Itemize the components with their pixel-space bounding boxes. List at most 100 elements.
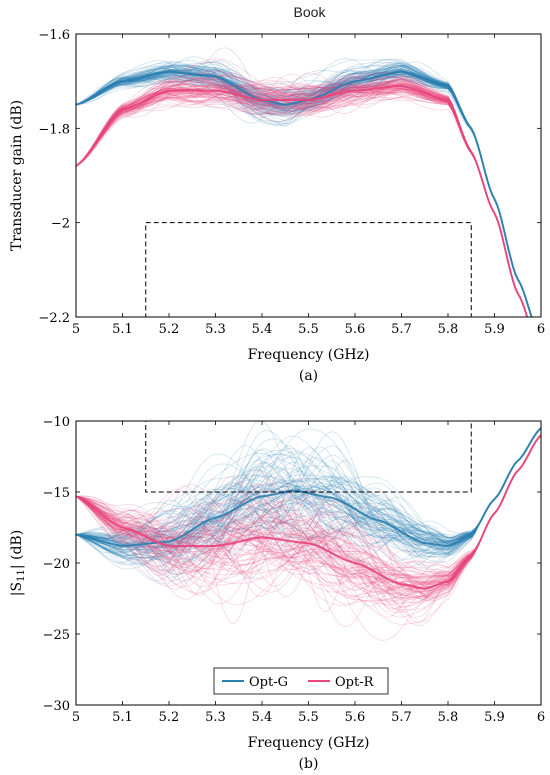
y-axis-label: Transducer gain (dB) <box>9 100 25 251</box>
series-opt-r-curve <box>76 434 541 598</box>
x-tick-label: 5.2 <box>159 710 180 725</box>
series-opt-r-curve <box>76 434 541 590</box>
series-opt-r-curve <box>76 434 541 601</box>
series-opt-g-curve <box>76 427 541 582</box>
series-opt-r-curve <box>76 434 541 605</box>
series-opt-g-curve <box>76 427 541 559</box>
series-opt-g-curve <box>76 427 541 570</box>
series-opt-g-curve <box>76 427 541 553</box>
series-opt-r-curve <box>76 75 528 317</box>
series-opt-g-curve <box>76 427 541 561</box>
x-tick-label: 5.4 <box>252 710 273 725</box>
series-opt-g-curve <box>76 427 541 559</box>
chart-panel-b: 5 5.1 5.2 5.3 5.4 5.5 5.6 5.7 5.8 5.9 6 −30 −25 −20 −1… <box>9 415 545 772</box>
series-opt-g-curve <box>76 427 541 563</box>
series-opt-r-curve <box>76 434 541 577</box>
series-opt-g-curve <box>76 427 541 575</box>
series-opt-g-curve <box>76 427 541 561</box>
series-opt-r-curve <box>76 434 541 603</box>
series-opt-g-curve <box>76 427 541 558</box>
series-opt-g-curve <box>76 427 541 555</box>
series-opt-r-curve <box>76 434 541 598</box>
series-opt-r-curve <box>76 434 541 602</box>
series-opt-r-curve <box>76 434 541 580</box>
series-opt-g-curve <box>76 427 541 551</box>
x-axis-label: Frequency (GHz) <box>248 735 370 751</box>
series-opt-r-curve <box>76 434 541 598</box>
series-opt-r-curve <box>76 434 541 591</box>
series-opt-g-curve <box>76 427 541 551</box>
series-opt-r-curve <box>76 434 541 602</box>
series-opt-r-curve <box>76 434 541 587</box>
y-tick-label: −15 <box>43 486 70 501</box>
panel-label: (b) <box>299 756 319 772</box>
series-opt-g-curve <box>76 427 541 555</box>
series-opt-r-curve <box>76 434 541 641</box>
series-opt-g-curve <box>76 427 541 579</box>
y-tick-label: −2 <box>51 217 70 232</box>
x-tick-label: 5.3 <box>205 322 226 337</box>
x-tick-label: 5 <box>72 322 80 337</box>
plot-area <box>76 421 541 641</box>
series-opt-g-curve <box>76 427 541 557</box>
legend: Opt-G Opt-R <box>213 667 389 695</box>
series-opt-g-curve <box>76 63 533 317</box>
y-tick-label: −1.8 <box>38 122 70 137</box>
series-opt-g-curve <box>76 427 541 581</box>
x-tick-label: 5.3 <box>205 710 226 725</box>
chart-panel-a: 5 5.1 5.2 5.3 5.4 5.5 5.6 5.7 5.8 5.9 6 −2.2 −2 −1.8 −… <box>9 28 545 384</box>
series-opt-r-curve <box>76 434 541 627</box>
x-tick-label: 6 <box>537 322 545 337</box>
series-opt-r-curve <box>76 434 541 595</box>
y-tick-label: −25 <box>43 628 70 643</box>
series-opt-g-curve <box>76 427 541 555</box>
series-opt-r-curve <box>76 434 541 624</box>
series-opt-r-curve <box>76 434 541 588</box>
series-opt-g-curve <box>76 427 541 559</box>
series-opt-r-curve <box>76 434 541 577</box>
y-tick-label: −1.6 <box>38 28 70 43</box>
series-opt-g-curve <box>76 427 541 572</box>
series-opt-r-curve <box>76 434 541 592</box>
series-opt-g-curve <box>76 427 541 563</box>
y-tick-label: −30 <box>43 699 70 714</box>
series-opt-r-curve <box>76 434 541 591</box>
series-opt-g-curve <box>76 65 533 317</box>
series-opt-g-curve <box>76 427 541 566</box>
series-opt-g-curve <box>76 427 541 549</box>
series-opt-g-curve <box>76 427 541 561</box>
series-opt-g-line <box>76 427 541 548</box>
x-tick-label: 5.6 <box>345 322 366 337</box>
series-opt-g-curve <box>76 427 541 585</box>
series-opt-r-ensemble <box>76 434 541 641</box>
series-opt-g-curve <box>76 427 541 566</box>
series-opt-r-curve <box>76 434 541 600</box>
series-opt-g-curve <box>76 427 541 566</box>
plot-area <box>76 47 533 317</box>
panel-label: (a) <box>299 368 318 384</box>
x-tick-label: 5.4 <box>252 322 273 337</box>
series-opt-g-curve <box>76 427 541 562</box>
series-opt-r-line <box>76 434 541 590</box>
series-opt-r-curve <box>76 434 541 605</box>
series-opt-r-line <box>76 84 529 317</box>
series-opt-r-curve <box>76 434 541 600</box>
series-opt-g-curve <box>76 427 541 556</box>
x-axis-label: Frequency (GHz) <box>248 347 370 363</box>
series-opt-g-curve <box>76 427 541 562</box>
series-opt-r-curve <box>76 75 528 317</box>
series-opt-r-curve <box>76 434 541 625</box>
series-opt-g-curve <box>76 427 541 564</box>
series-opt-g-curve <box>76 427 541 575</box>
series-opt-r-curve <box>76 434 541 614</box>
series-opt-g-curve <box>76 427 541 570</box>
series-opt-r-curve <box>76 75 528 317</box>
x-tick-label: 6 <box>537 710 545 725</box>
x-tick-label: 5.7 <box>391 710 412 725</box>
series-opt-g-curve <box>76 427 541 567</box>
series-opt-g-curve <box>76 427 541 552</box>
x-tick-label: 5.2 <box>159 322 180 337</box>
x-tick-label: 5.1 <box>112 322 133 337</box>
x-tick-label: 5.8 <box>438 322 459 337</box>
